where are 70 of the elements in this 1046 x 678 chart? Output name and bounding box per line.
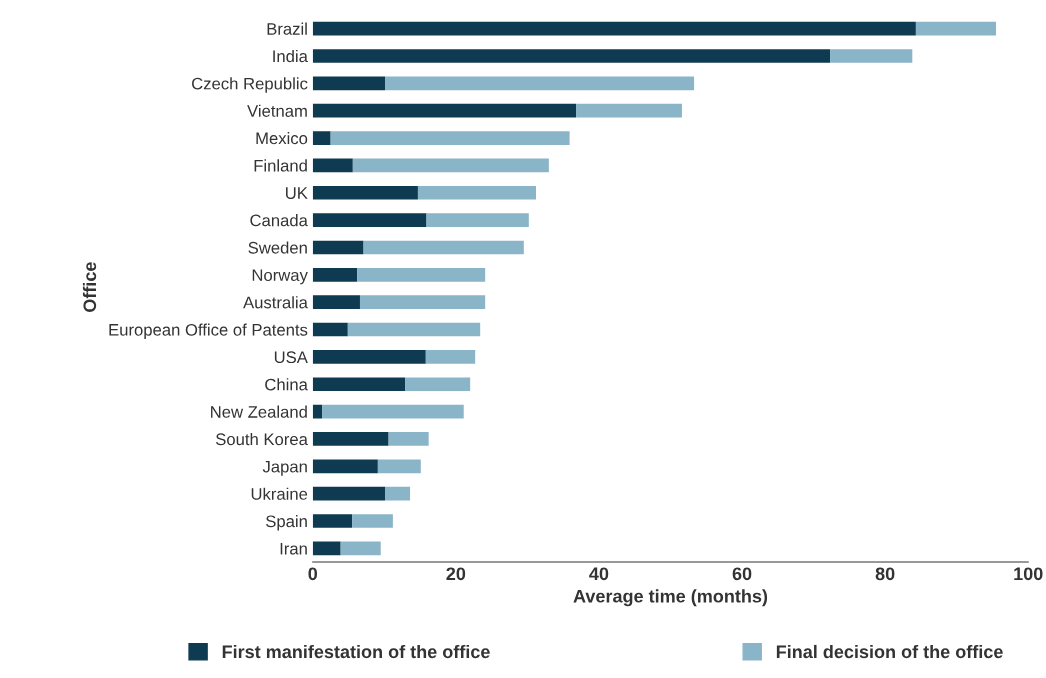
- bar: [357, 267, 486, 282]
- bar: [322, 404, 464, 419]
- bar: [417, 185, 536, 200]
- y-tick-label: Finland: [254, 159, 307, 172]
- bar: [312, 322, 348, 337]
- x-tick-label: 80: [875, 567, 895, 581]
- x-tick-label: 20: [446, 567, 466, 581]
- legend-label: First manifestation of the office: [222, 644, 490, 659]
- bar: [576, 103, 682, 118]
- bar: [915, 21, 997, 36]
- bar: [363, 240, 524, 255]
- bar: [312, 432, 389, 446]
- legend-label: Final decision of the office: [776, 644, 1003, 659]
- bar: [312, 295, 360, 310]
- bar: [312, 267, 358, 282]
- y-axis-title: Office: [82, 262, 97, 312]
- y-tick-label: Japan: [262, 460, 307, 476]
- bar: [426, 213, 529, 227]
- bar: [340, 541, 381, 556]
- bar: [352, 514, 393, 528]
- bar: [385, 486, 411, 501]
- x-tick-label: 40: [589, 567, 609, 581]
- y-tick-label: Czech Republic: [192, 77, 308, 93]
- bar: [312, 185, 418, 200]
- x-tick-label: 100: [1014, 567, 1043, 581]
- y-tick-label: European Office of Patents: [109, 323, 308, 340]
- bar: [312, 158, 353, 173]
- bar: [388, 432, 429, 446]
- y-tick-label: UK: [286, 187, 308, 199]
- bar: [312, 486, 386, 501]
- y-tick-label: Vietnam: [247, 104, 307, 117]
- x-axis-title: Average time (months): [573, 589, 768, 607]
- bar: [405, 377, 471, 392]
- y-tick-label: Australia: [243, 296, 308, 309]
- y-tick-label: USA: [274, 351, 308, 364]
- bar: [830, 49, 913, 63]
- y-tick-label: Brazil: [267, 22, 307, 35]
- bar: [312, 21, 916, 36]
- y-tick-label: Canada: [250, 214, 308, 227]
- bar: [347, 322, 481, 337]
- y-tick-label: China: [265, 378, 308, 391]
- bar: [312, 49, 831, 63]
- y-tick-label: Mexico: [256, 132, 308, 145]
- y-tick-label: New Zealand: [211, 405, 307, 418]
- bar: [385, 76, 695, 91]
- y-tick-label: South Korea: [216, 432, 308, 446]
- y-tick-label: Spain: [266, 514, 307, 531]
- bar: [312, 350, 426, 364]
- bar: [330, 131, 570, 145]
- y-tick-label: Sweden: [248, 241, 307, 254]
- bar: [312, 103, 577, 118]
- bar: [312, 404, 323, 419]
- bar: [312, 213, 427, 227]
- bar: [312, 240, 364, 255]
- x-tick-label: 0: [308, 567, 318, 581]
- bar: [425, 350, 476, 364]
- bar: [312, 131, 331, 145]
- y-tick-label: India: [273, 49, 308, 63]
- y-tick-label: Norway: [252, 269, 308, 285]
- y-tick-label: Ukraine: [251, 487, 308, 500]
- bar: [377, 459, 421, 474]
- bar: [312, 541, 341, 556]
- bar: [312, 76, 386, 91]
- x-tick-label: 60: [732, 567, 752, 581]
- y-tick-label: Iran: [280, 542, 307, 555]
- bar: [312, 377, 406, 392]
- bar: [359, 295, 486, 310]
- bar: [312, 459, 378, 474]
- bar: [312, 514, 353, 528]
- bar: [352, 158, 549, 173]
